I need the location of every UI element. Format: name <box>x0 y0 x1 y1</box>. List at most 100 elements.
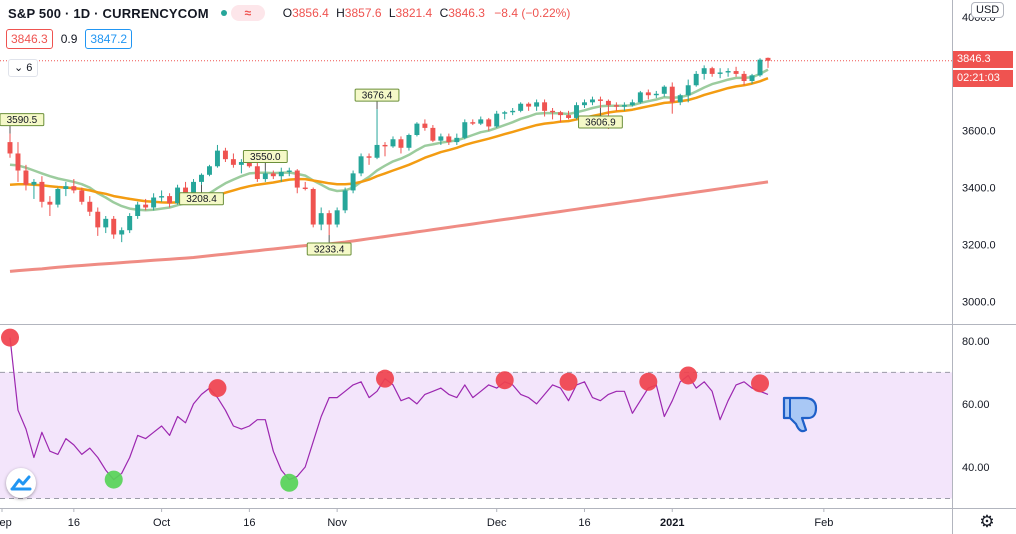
candle-body <box>310 189 316 225</box>
thumbs-down-icon <box>782 396 818 433</box>
candle <box>749 73 755 84</box>
rsi-pane <box>1 328 818 492</box>
candle <box>486 117 492 131</box>
candle-body <box>270 173 276 177</box>
candle-body <box>103 218 109 228</box>
candle <box>502 110 508 120</box>
indicators-toggle-button[interactable]: ⌄ 6 <box>8 59 39 77</box>
candle-body <box>526 103 532 107</box>
candle-body <box>398 139 404 148</box>
candle <box>406 133 412 151</box>
candle <box>414 122 420 137</box>
candle <box>494 110 500 128</box>
buy-price-button[interactable]: 3847.2 <box>85 29 133 49</box>
candle-body <box>669 86 675 103</box>
candle <box>63 181 69 197</box>
candle <box>222 147 228 162</box>
candle <box>262 170 268 182</box>
candle <box>741 71 747 86</box>
candle-body <box>430 127 436 141</box>
candle <box>15 142 21 182</box>
candle-body <box>286 170 292 172</box>
candle <box>526 102 532 111</box>
candle-body <box>175 187 181 204</box>
candle <box>87 196 93 216</box>
candle-body <box>191 181 196 199</box>
candle-body <box>438 136 444 141</box>
rsi-signal-overbought <box>639 372 658 391</box>
currency-button[interactable]: USD <box>971 2 1005 18</box>
candle-body <box>462 122 468 138</box>
candle-body <box>574 105 579 118</box>
candle <box>382 142 388 157</box>
rsi-tick-label: 80.00 <box>962 336 990 348</box>
candle-body <box>302 187 308 189</box>
time-tick-label: 2021 <box>660 517 684 529</box>
candle-body <box>39 181 45 202</box>
candle-body <box>717 72 723 74</box>
candle-body <box>79 190 85 202</box>
candle <box>725 68 731 77</box>
candle <box>558 110 564 123</box>
candle <box>358 153 364 177</box>
candle-body <box>246 162 252 167</box>
candle <box>127 213 133 234</box>
price-label-text: 3233.4 <box>314 245 345 256</box>
rsi-signal-oversold <box>280 473 299 492</box>
candle <box>438 133 444 145</box>
price-tick-label: 3200.0 <box>962 239 996 251</box>
price-label-box <box>306 242 352 256</box>
candle <box>653 90 659 99</box>
candle <box>733 66 739 77</box>
candle-body <box>71 186 77 191</box>
candle <box>709 66 715 77</box>
candle <box>230 153 236 168</box>
candle-body <box>733 71 739 74</box>
candle-body <box>661 86 667 94</box>
candle-body <box>765 57 771 61</box>
candle <box>342 187 348 214</box>
candle <box>167 193 173 208</box>
candle-body <box>621 105 627 107</box>
candle-body <box>135 204 141 216</box>
price-label-box <box>0 113 45 127</box>
candle-body <box>677 95 683 103</box>
candle-body <box>222 150 228 160</box>
candle-body <box>502 112 508 114</box>
candle <box>374 109 380 160</box>
candle <box>446 133 452 145</box>
candle <box>207 164 212 177</box>
candle <box>135 201 141 219</box>
wave-icon[interactable]: ≈ <box>230 5 265 21</box>
candle <box>462 119 468 140</box>
gear-icon[interactable]: ⚙ <box>979 512 995 531</box>
symbol-title[interactable]: S&P 500 · 1D · CURRENCYCOM <box>8 5 209 21</box>
candle <box>238 159 244 174</box>
candle-body <box>534 102 540 107</box>
candle-body <box>470 122 476 124</box>
candle-body <box>207 166 212 175</box>
candle-body <box>693 73 699 86</box>
sell-price-button[interactable]: 3846.3 <box>6 29 53 49</box>
candle-body <box>613 105 619 107</box>
candle <box>350 170 356 194</box>
candle-body <box>582 102 587 106</box>
candle <box>214 144 220 168</box>
candle-body <box>294 170 300 188</box>
candle-body <box>566 115 571 118</box>
candle-body <box>757 59 763 76</box>
candle <box>47 196 53 216</box>
time-tick-label: Sep <box>0 517 12 529</box>
rsi-band <box>0 372 952 499</box>
candle-body <box>486 119 492 127</box>
ohlc-readout: O3856.4 H3857.6 L3821.4 C3846.3 −8.4 (−0… <box>282 6 571 20</box>
candle <box>534 99 540 111</box>
rsi-signal-overbought <box>559 372 578 391</box>
time-tick-label: 16 <box>68 517 80 529</box>
candle-body <box>597 99 603 101</box>
chart-header: S&P 500 · 1D · CURRENCYCOM ≈ O3856.4 H38… <box>8 4 570 22</box>
candle-body <box>605 100 611 106</box>
price-label-box <box>578 115 623 129</box>
tradingview-logo-icon[interactable] <box>6 468 36 498</box>
